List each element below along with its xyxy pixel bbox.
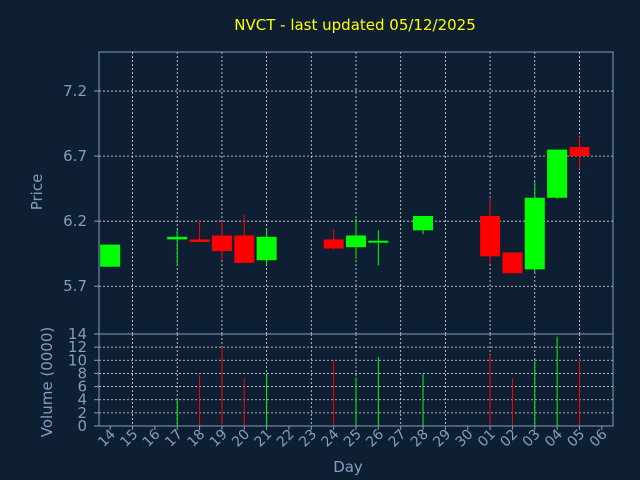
volume-tick-label: 8 — [77, 364, 87, 382]
x-tick-label: 16 — [140, 426, 164, 450]
volume-tick-label: 12 — [68, 338, 87, 356]
candle-body — [167, 236, 188, 240]
volume-tick-label: 4 — [77, 391, 87, 409]
candle-body — [480, 215, 501, 257]
volume-tick-label: 2 — [77, 404, 87, 422]
x-tick-label: 15 — [117, 427, 141, 451]
x-tick-label: 14 — [95, 426, 119, 450]
volume-tick-label: 0 — [77, 417, 87, 435]
x-tick-label: 01 — [475, 427, 499, 451]
y-axis-label: Price — [28, 174, 46, 211]
candle-body — [189, 239, 210, 242]
volume-tick-label: 10 — [68, 351, 87, 369]
chart-title: NVCT - last updated 05/12/2025 — [234, 16, 476, 34]
x-tick-label: 02 — [497, 427, 521, 451]
x-tick-label: 29 — [430, 427, 454, 451]
x-axis-label: Day — [333, 458, 363, 476]
x-tick-label: 21 — [252, 427, 276, 451]
x-tick-label: 28 — [408, 427, 432, 451]
x-tick-label: 22 — [274, 427, 298, 451]
candle-body — [368, 240, 389, 243]
x-tick-label: 19 — [207, 427, 231, 451]
x-tick-label: 25 — [341, 427, 365, 451]
x-tick-label: 23 — [296, 427, 320, 451]
x-tick-label: 05 — [564, 427, 588, 451]
volume-tick-label: 14 — [68, 325, 87, 343]
x-tick-label: 03 — [520, 427, 544, 451]
y-tick-label: 6.2 — [63, 212, 87, 230]
volume-tick-label: 6 — [77, 378, 87, 396]
candle-body — [323, 239, 344, 249]
y-tick-label: 6.7 — [63, 147, 87, 165]
x-tick-label: 30 — [453, 427, 477, 451]
x-tick-label: 27 — [386, 427, 410, 451]
candle-body — [413, 215, 434, 231]
x-tick-label: 24 — [319, 426, 343, 450]
y-tick-label: 7.2 — [63, 82, 87, 100]
x-tick-label: 20 — [229, 427, 253, 451]
candle-body — [502, 252, 523, 274]
volume-axis-label: Volume (0000) — [38, 327, 56, 437]
candle-body — [346, 235, 366, 248]
candle-body — [547, 149, 568, 198]
x-tick-label: 17 — [162, 427, 186, 451]
y-tick-label: 5.7 — [63, 277, 87, 295]
candle-body — [211, 235, 232, 252]
candle-body — [100, 244, 121, 267]
candle-body — [256, 236, 277, 261]
x-tick-label: 06 — [587, 426, 611, 450]
candle-body — [524, 197, 545, 270]
x-tick-label: 04 — [542, 426, 566, 450]
candle-body — [569, 146, 590, 157]
candle-body — [234, 235, 255, 263]
x-tick-label: 18 — [184, 427, 208, 451]
x-tick-label: 26 — [363, 426, 387, 450]
